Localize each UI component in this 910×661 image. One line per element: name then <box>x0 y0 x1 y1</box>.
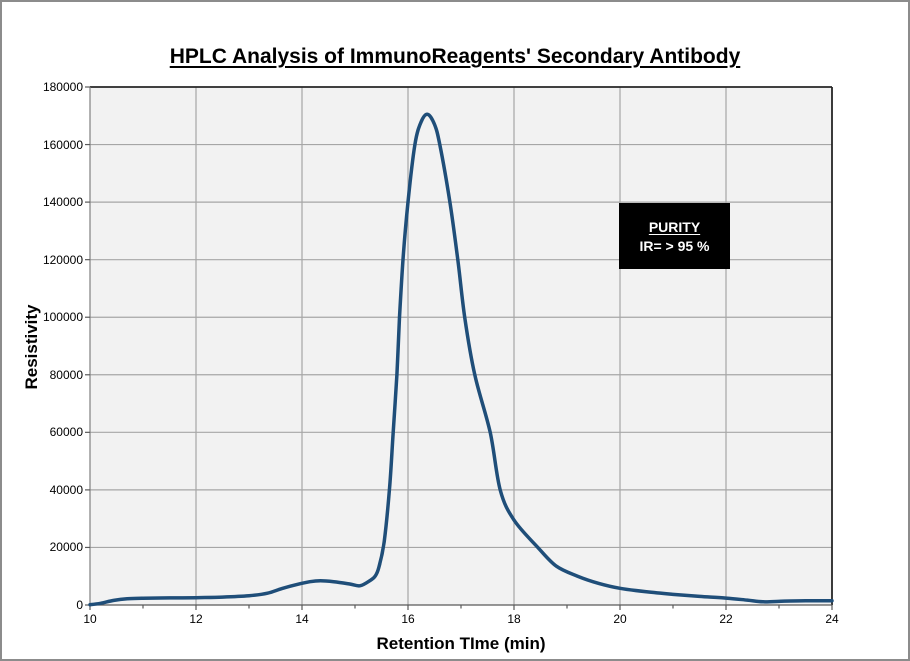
y-tick-label: 0 <box>76 598 83 612</box>
y-tick-label: 80000 <box>49 367 83 382</box>
x-tick-label: 18 <box>507 612 521 626</box>
x-tick-label: 24 <box>825 612 839 626</box>
chart-title: HPLC Analysis of ImmunoReagents' Seconda… <box>169 45 741 68</box>
x-tick-label: 12 <box>189 612 203 626</box>
y-tick-label: 100000 <box>42 310 83 325</box>
x-tick-label: 16 <box>401 612 415 626</box>
x-tick-label: 14 <box>295 612 309 626</box>
y-tick-label: 20000 <box>49 540 83 555</box>
purity-annotation-title: PURITY <box>648 218 701 235</box>
y-tick-label: 40000 <box>49 482 83 497</box>
x-tick-label: 10 <box>83 612 97 626</box>
y-tick-label: 120000 <box>42 252 83 267</box>
y-tick-label: 60000 <box>49 425 83 440</box>
y-tick-label: 160000 <box>42 137 83 152</box>
purity-annotation-value: IR= > 95 % <box>639 237 710 254</box>
x-axis-title: Retention TIme (min) <box>376 634 546 653</box>
x-tick-label: 22 <box>719 612 733 626</box>
x-tick-label: 20 <box>613 612 627 626</box>
plot-background <box>90 87 832 605</box>
y-tick-label: 180000 <box>42 80 83 94</box>
purity-annotation: PURITY IR= > 95 % <box>619 203 730 269</box>
y-tick-label: 140000 <box>42 195 83 210</box>
series-line <box>88 112 834 607</box>
